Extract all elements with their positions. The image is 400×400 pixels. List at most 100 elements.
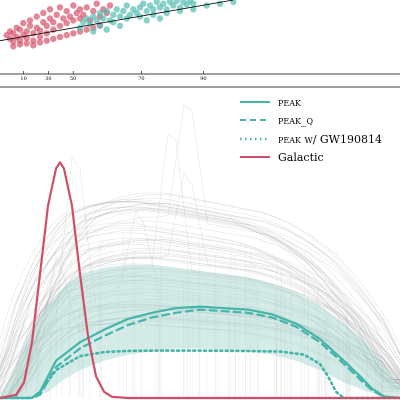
scatter-point (76, 6, 84, 13)
posterior-draw (0, 317, 400, 399)
posterior-draw (0, 201, 400, 380)
scatter-point (116, 13, 124, 20)
scatter-point (63, 19, 70, 27)
posterior-draw (0, 194, 400, 399)
posterior-draw (0, 225, 400, 383)
posterior-draw (0, 203, 400, 399)
scatter-tick-label: 70 (138, 76, 144, 82)
scatter-point (10, 38, 17, 45)
scatter-point (83, 4, 90, 11)
posterior-draw (0, 255, 400, 399)
scatter-point (23, 40, 30, 47)
line-peak-w-gw190814 (0, 349, 400, 400)
scatter-point (150, 6, 157, 13)
scatter-point (23, 28, 30, 35)
posterior-draw (0, 306, 400, 390)
scatter-point (76, 24, 84, 31)
posterior-draw (0, 268, 400, 399)
scatter-point (86, 20, 94, 28)
posterior-draw (0, 309, 400, 399)
posterior-draw (0, 323, 400, 392)
scatter-point (230, 0, 237, 6)
distribution-lines (0, 161, 400, 400)
scatter-point (56, 4, 64, 11)
posterior-draw (0, 201, 400, 380)
scatter-point (100, 15, 107, 22)
scatter-point (83, 26, 90, 33)
scatter-point (96, 9, 104, 17)
scatter-point (16, 26, 24, 33)
posterior-draw (0, 208, 400, 399)
fit-line (0, 0, 234, 42)
scatter-point (30, 42, 37, 49)
posterior-draw (0, 230, 400, 389)
scatter-point (60, 15, 67, 22)
scatter-point (50, 19, 57, 26)
posterior-draws (0, 104, 400, 399)
legend-label-peak-q: peak_q (278, 114, 313, 127)
scatter-point (36, 33, 44, 41)
posterior-draw (0, 274, 400, 399)
scatter-point (156, 15, 164, 22)
scatter-point (160, 0, 167, 7)
scatter-point (70, 2, 77, 9)
posterior-draw (0, 282, 400, 388)
posterior-draw (0, 203, 400, 399)
posterior-draw (0, 293, 400, 389)
scatter-point (70, 30, 77, 37)
posterior-draw (0, 238, 400, 399)
posterior-draw (0, 258, 400, 398)
scatter-point (26, 22, 34, 30)
posterior-draw (0, 279, 400, 399)
scatter-point (33, 13, 40, 20)
posterior-draw (0, 228, 400, 383)
scatter-ticks: 10 30 50 70 90 (20, 71, 207, 82)
scatter-point (20, 19, 27, 27)
scatter-point (143, 7, 150, 15)
posterior-draw (0, 308, 400, 399)
scatter-point (120, 7, 127, 15)
posterior-draw (0, 238, 400, 384)
posterior-draw (0, 316, 400, 399)
posterior-draw (0, 288, 400, 399)
posterior-draw (0, 263, 400, 386)
posterior-draw (0, 252, 400, 399)
scatter-point (153, 0, 160, 6)
posterior-draw (0, 206, 400, 381)
scatter-point (36, 39, 44, 46)
scatter-point (170, 2, 177, 9)
scatter-point (216, 0, 224, 7)
posterior-draw (0, 133, 400, 399)
posterior-draw (0, 242, 400, 399)
scatter-point (10, 43, 17, 50)
posterior-draw (0, 210, 400, 389)
posterior-draw (0, 199, 400, 380)
scatter-tick-label: 10 (20, 76, 26, 82)
scatter-point (113, 6, 120, 13)
posterior-draw (0, 257, 400, 399)
posterior-draw (0, 198, 400, 399)
scatter-point (90, 28, 97, 35)
posterior-draw (0, 275, 400, 387)
scatter-point (63, 31, 70, 39)
scatter-point (123, 2, 130, 9)
scatter-point (150, 11, 157, 18)
posterior-draw (0, 209, 400, 394)
legend-label-galactic: Galactic (278, 151, 324, 164)
scatter-point (103, 7, 110, 15)
posterior-draw (0, 222, 400, 382)
posterior-draw (0, 244, 400, 384)
scatter-point (26, 17, 34, 24)
scatter-point (110, 19, 117, 26)
posterior-draw (0, 210, 400, 392)
scatter-point (103, 26, 110, 33)
scatter-point (56, 22, 64, 30)
line-galactic (0, 161, 400, 400)
scatter-point (50, 35, 57, 43)
posterior-draw (0, 323, 400, 392)
posterior-draw (0, 173, 400, 399)
legend: peak peak_q peak w/ GW190814 Galactic (240, 96, 382, 164)
scatter-point (93, 17, 100, 24)
scatter-panel: 10 30 50 70 90 (0, 0, 400, 82)
